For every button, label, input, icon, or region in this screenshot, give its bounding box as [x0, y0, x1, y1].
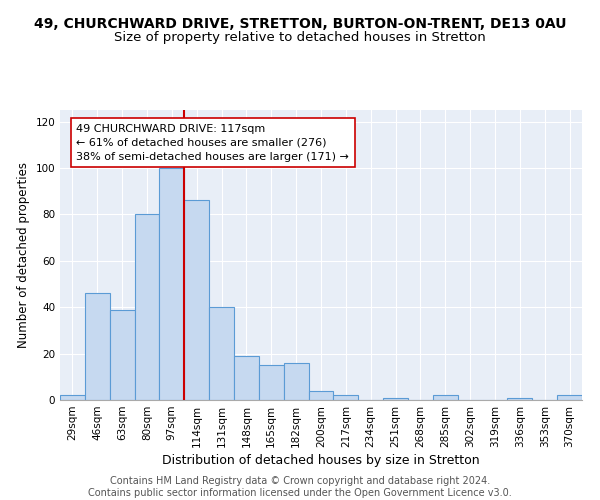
Bar: [557, 396, 582, 400]
Bar: [60, 396, 85, 400]
Text: Contains HM Land Registry data © Crown copyright and database right 2024.
Contai: Contains HM Land Registry data © Crown c…: [88, 476, 512, 498]
Bar: [259, 365, 284, 400]
Bar: [284, 363, 308, 400]
Text: 49 CHURCHWARD DRIVE: 117sqm
← 61% of detached houses are smaller (276)
38% of se: 49 CHURCHWARD DRIVE: 117sqm ← 61% of det…: [76, 124, 349, 162]
Text: 49, CHURCHWARD DRIVE, STRETTON, BURTON-ON-TRENT, DE13 0AU: 49, CHURCHWARD DRIVE, STRETTON, BURTON-O…: [34, 18, 566, 32]
Text: Size of property relative to detached houses in Stretton: Size of property relative to detached ho…: [114, 31, 486, 44]
Bar: [85, 294, 110, 400]
Bar: [184, 200, 209, 400]
Bar: [334, 396, 358, 400]
X-axis label: Distribution of detached houses by size in Stretton: Distribution of detached houses by size …: [162, 454, 480, 467]
Bar: [308, 390, 334, 400]
Bar: [234, 356, 259, 400]
Bar: [160, 168, 184, 400]
Bar: [134, 214, 160, 400]
Bar: [209, 307, 234, 400]
Bar: [433, 396, 458, 400]
Bar: [383, 398, 408, 400]
Y-axis label: Number of detached properties: Number of detached properties: [17, 162, 30, 348]
Bar: [508, 398, 532, 400]
Bar: [110, 310, 134, 400]
